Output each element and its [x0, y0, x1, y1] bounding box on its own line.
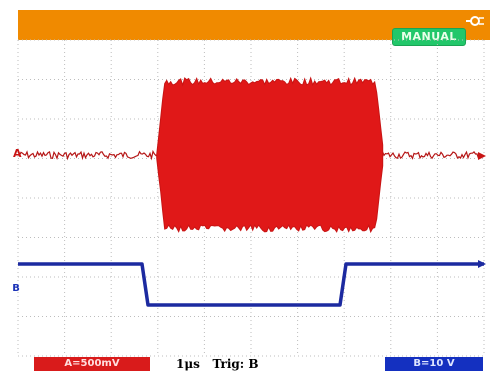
timebase-trigger-readout: 1μs Trig: B — [176, 357, 259, 371]
timebase-readout[interactable]: 1μs — [176, 357, 200, 371]
trigger-readout[interactable]: Trig: B — [212, 357, 259, 371]
channel-a-scale[interactable]: A=500mV — [34, 357, 150, 371]
channel-a-marker: A — [13, 147, 22, 160]
power-plug-icon — [466, 16, 484, 26]
channel-a-ground-arrow — [478, 152, 486, 160]
channel-a-trace — [17, 76, 484, 234]
channel-b-marker: B — [12, 283, 20, 294]
channel-b-ground-arrow — [478, 260, 486, 268]
channel-b-trace — [18, 262, 484, 307]
channel-b-scale[interactable]: B=10 V — [385, 357, 483, 371]
